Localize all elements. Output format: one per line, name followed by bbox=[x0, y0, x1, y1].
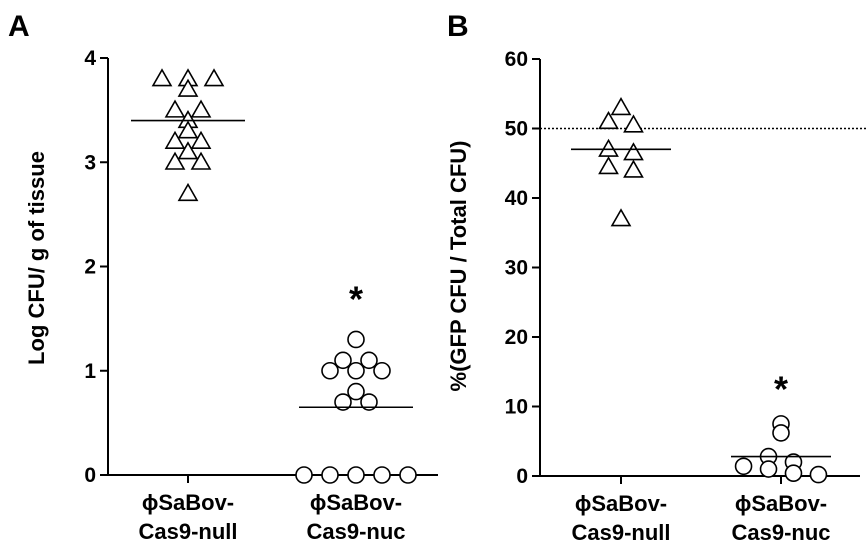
panel-b-plot: 0 10 20 30 40 50 60 ϕSaBov- Cas9-null ϕSaBov- Cas9… bbox=[505, 48, 866, 545]
y-tick-label: 20 bbox=[505, 326, 528, 349]
data-point-circle bbox=[399, 466, 417, 484]
data-point-triangle bbox=[190, 151, 212, 170]
x-category-label-line2: Cas9-null bbox=[138, 519, 237, 544]
data-point-triangle bbox=[203, 68, 225, 87]
data-point-circle bbox=[360, 351, 378, 370]
data-point-triangle bbox=[164, 130, 186, 149]
panel-letter-a: A bbox=[8, 10, 30, 43]
data-point-circle bbox=[784, 464, 803, 483]
y-tick-label: 40 bbox=[505, 187, 528, 210]
data-point-circle bbox=[373, 361, 391, 380]
data-point-circle bbox=[373, 466, 391, 484]
y-tick-label: 0 bbox=[84, 464, 96, 487]
data-point-triangle bbox=[177, 141, 199, 160]
significance-asterisk: * bbox=[349, 279, 363, 320]
panel-a-y-axis-label: Log CFU/ g of tissue bbox=[24, 151, 49, 365]
x-category-label-line2: Cas9-null bbox=[571, 520, 670, 545]
x-category-label-line1: ϕSaBov- bbox=[310, 490, 402, 515]
data-point-circle bbox=[334, 351, 352, 370]
data-point-circle bbox=[321, 361, 339, 380]
data-point-circle bbox=[321, 466, 339, 484]
data-point-triangle bbox=[190, 130, 212, 149]
significance-asterisk: * bbox=[774, 369, 788, 410]
data-point-triangle bbox=[598, 156, 619, 175]
data-point-triangle bbox=[177, 120, 199, 139]
data-point-circle bbox=[734, 457, 753, 476]
data-point-triangle bbox=[598, 110, 619, 130]
data-point-circle bbox=[809, 465, 828, 484]
x-category-label-line2: Cas9-nuc bbox=[306, 519, 405, 544]
x-category-label-line1: ϕSaBov- bbox=[575, 491, 667, 516]
data-point-triangle bbox=[610, 97, 632, 116]
y-tick-label: 1 bbox=[84, 360, 96, 383]
y-tick-label: 10 bbox=[505, 396, 528, 419]
y-tick-label: 3 bbox=[84, 151, 96, 174]
y-tick-label: 2 bbox=[84, 256, 96, 279]
x-category-label-line2: Cas9-nuc bbox=[731, 520, 830, 545]
y-tick-label: 4 bbox=[84, 47, 96, 70]
panel-b-y-axis-label: %(GFP CFU / Total CFU) bbox=[446, 141, 471, 392]
panel-a-plot: 0 1 2 3 4 ϕSaBov- Cas9-null ϕSaBov- Cas9-nuc * bbox=[84, 47, 438, 544]
data-point-triangle bbox=[177, 182, 199, 202]
panel-letter-b: B bbox=[447, 10, 469, 43]
y-tick-label: 60 bbox=[505, 48, 528, 71]
data-point-circle bbox=[347, 361, 365, 380]
data-point-triangle bbox=[623, 142, 644, 161]
data-point-triangle bbox=[598, 138, 619, 157]
data-point-circle bbox=[347, 382, 365, 401]
data-point-triangle bbox=[623, 114, 644, 133]
data-point-triangle bbox=[190, 99, 212, 118]
data-point-triangle bbox=[623, 159, 644, 178]
y-tick-label: 30 bbox=[505, 257, 528, 280]
data-point-triangle bbox=[164, 99, 186, 118]
data-point-triangle bbox=[177, 78, 199, 97]
data-point-circle bbox=[295, 466, 313, 484]
data-point-circle bbox=[772, 424, 790, 442]
data-point-circle bbox=[360, 393, 378, 411]
data-point-circle bbox=[347, 466, 365, 484]
y-tick-label: 0 bbox=[516, 465, 528, 488]
data-point-circle bbox=[347, 330, 365, 349]
data-point-triangle bbox=[610, 208, 632, 227]
x-category-label-line1: ϕSaBov- bbox=[735, 491, 827, 516]
data-point-triangle bbox=[151, 68, 173, 87]
data-point-triangle bbox=[164, 151, 186, 170]
data-point-circle bbox=[759, 460, 778, 478]
y-tick-label: 50 bbox=[505, 118, 528, 141]
data-point-circle bbox=[334, 393, 352, 411]
x-category-label-line1: ϕSaBov- bbox=[142, 490, 234, 515]
